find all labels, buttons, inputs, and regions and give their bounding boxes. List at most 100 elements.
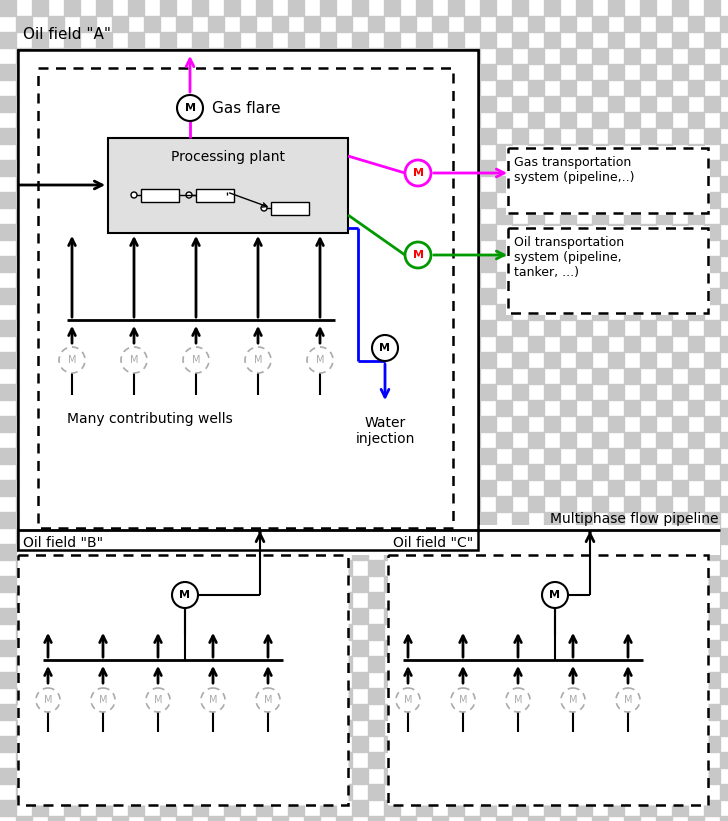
Bar: [16, 112, 32, 128]
Bar: [160, 96, 176, 112]
Bar: [400, 304, 416, 320]
Bar: [720, 144, 728, 160]
Bar: [48, 208, 64, 224]
Bar: [608, 448, 624, 464]
Bar: [288, 96, 304, 112]
Bar: [720, 528, 728, 544]
Bar: [80, 144, 96, 160]
Bar: [352, 480, 368, 496]
Bar: [624, 464, 640, 480]
Bar: [80, 272, 96, 288]
Text: Oil field "C": Oil field "C": [393, 536, 473, 550]
Bar: [368, 592, 384, 608]
Bar: [320, 576, 336, 592]
Bar: [496, 624, 512, 640]
Bar: [160, 768, 176, 784]
Bar: [352, 32, 368, 48]
Bar: [208, 752, 224, 768]
Bar: [672, 288, 688, 304]
Bar: [528, 368, 544, 384]
Text: M: M: [413, 168, 424, 178]
Bar: [304, 176, 320, 192]
Bar: [176, 784, 192, 800]
Bar: [288, 32, 304, 48]
Bar: [80, 400, 96, 416]
Bar: [416, 512, 432, 528]
Bar: [720, 656, 728, 672]
Bar: [400, 528, 416, 544]
Bar: [400, 400, 416, 416]
Bar: [448, 288, 464, 304]
Bar: [416, 256, 432, 272]
Bar: [432, 368, 448, 384]
Text: M: M: [180, 590, 191, 600]
Bar: [96, 256, 112, 272]
Bar: [80, 48, 96, 64]
Bar: [560, 240, 576, 256]
Bar: [256, 672, 272, 688]
Bar: [352, 192, 368, 208]
Bar: [480, 704, 496, 720]
Bar: [176, 48, 192, 64]
Bar: [272, 752, 288, 768]
Bar: [560, 496, 576, 512]
Bar: [160, 544, 176, 560]
Bar: [48, 784, 64, 800]
Bar: [416, 0, 432, 16]
Bar: [256, 768, 272, 784]
Bar: [464, 112, 480, 128]
Bar: [160, 384, 176, 400]
Bar: [128, 672, 144, 688]
Bar: [464, 656, 480, 672]
Bar: [720, 688, 728, 704]
Bar: [576, 640, 592, 656]
Bar: [448, 32, 464, 48]
Bar: [352, 512, 368, 528]
Bar: [176, 368, 192, 384]
Bar: [304, 272, 320, 288]
Bar: [48, 432, 64, 448]
Bar: [352, 320, 368, 336]
Bar: [400, 368, 416, 384]
Bar: [256, 576, 272, 592]
Bar: [576, 672, 592, 688]
Circle shape: [131, 192, 137, 198]
Bar: [624, 560, 640, 576]
Bar: [720, 368, 728, 384]
Bar: [160, 576, 176, 592]
Bar: [480, 32, 496, 48]
Bar: [304, 112, 320, 128]
Bar: [608, 352, 624, 368]
Circle shape: [172, 582, 198, 608]
Bar: [576, 704, 592, 720]
Bar: [112, 432, 128, 448]
Bar: [160, 480, 176, 496]
Bar: [384, 0, 400, 16]
Bar: [0, 672, 16, 688]
Bar: [144, 432, 160, 448]
Bar: [240, 592, 256, 608]
Bar: [704, 352, 720, 368]
Bar: [432, 656, 448, 672]
Bar: [672, 32, 688, 48]
Bar: [336, 240, 352, 256]
Bar: [272, 16, 288, 32]
Bar: [704, 768, 720, 784]
Bar: [272, 592, 288, 608]
Bar: [416, 640, 432, 656]
Bar: [16, 784, 32, 800]
Bar: [368, 400, 384, 416]
Bar: [656, 368, 672, 384]
Bar: [256, 704, 272, 720]
Bar: [272, 816, 288, 821]
Bar: [64, 32, 80, 48]
Bar: [496, 144, 512, 160]
Bar: [192, 32, 208, 48]
Bar: [624, 112, 640, 128]
Bar: [48, 400, 64, 416]
Bar: [608, 544, 624, 560]
Bar: [128, 96, 144, 112]
Bar: [384, 256, 400, 272]
Text: Multiphase flow pipeline: Multiphase flow pipeline: [550, 512, 718, 526]
Bar: [400, 496, 416, 512]
